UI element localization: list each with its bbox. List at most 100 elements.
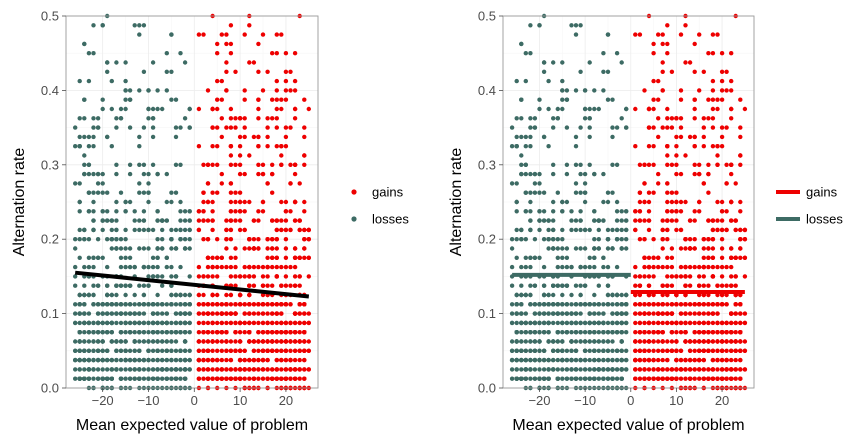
losses-point (169, 69, 174, 75)
losses-point (592, 339, 597, 344)
losses-point (77, 302, 82, 307)
gains-point (729, 348, 734, 353)
gains-point (219, 320, 224, 326)
losses-point (155, 171, 160, 177)
losses-point (164, 302, 169, 307)
gains-point (224, 357, 229, 363)
gains-point (251, 357, 257, 363)
gains-point (251, 60, 257, 65)
losses-point (86, 376, 92, 381)
losses-point (187, 330, 192, 335)
losses-point (532, 283, 538, 288)
gains-point (205, 376, 211, 381)
gains-point (215, 41, 220, 47)
gains-point (297, 274, 302, 279)
losses-point (169, 320, 174, 326)
losses-point (86, 357, 92, 363)
losses-point (514, 199, 519, 205)
gains-point (274, 339, 279, 344)
losses-point (169, 348, 174, 353)
gains-point (279, 330, 284, 335)
losses-point (132, 292, 137, 298)
losses-point (86, 209, 92, 214)
gains-point (742, 106, 748, 112)
losses-point (77, 227, 82, 233)
losses-point (173, 357, 179, 363)
losses-point (555, 357, 560, 363)
gains-point (651, 339, 656, 344)
losses-point (582, 264, 588, 270)
gains-point (242, 376, 247, 381)
losses-point (624, 367, 629, 372)
losses-point (91, 320, 96, 326)
losses-point (537, 320, 542, 326)
gains-point (637, 367, 643, 372)
gains-point (719, 367, 725, 372)
gains-point (256, 320, 261, 326)
losses-point (146, 283, 151, 288)
gains-point (665, 23, 670, 28)
gains-point (283, 255, 289, 260)
gains-point (306, 348, 311, 353)
gains-point (302, 255, 307, 260)
gains-point (656, 357, 661, 363)
gains-point (233, 274, 238, 279)
losses-point (178, 302, 183, 307)
losses-point (132, 23, 137, 28)
losses-point (592, 171, 597, 177)
gains-point (637, 218, 643, 223)
losses-point (182, 357, 188, 363)
losses-point (532, 237, 538, 242)
losses-point (109, 144, 115, 149)
gains-point (196, 357, 202, 363)
gains-point (302, 162, 307, 167)
losses-point (532, 302, 538, 307)
losses-point (114, 302, 119, 307)
losses-point (619, 246, 624, 251)
losses-point (109, 78, 115, 84)
gains-point (256, 162, 261, 167)
gains-point (251, 264, 257, 270)
losses-point (100, 181, 105, 186)
losses-point (86, 311, 92, 316)
gains-point (738, 339, 743, 344)
gains-point (224, 311, 229, 316)
gains-point (265, 357, 270, 363)
losses-point (509, 339, 515, 344)
gains-point (233, 283, 238, 288)
gains-point (228, 23, 234, 28)
gains-point (674, 376, 679, 381)
losses-point (160, 330, 165, 335)
gains-point (724, 209, 729, 214)
losses-point (123, 292, 128, 298)
losses-point (555, 330, 560, 335)
gains-point (292, 264, 298, 270)
gains-point (247, 153, 252, 158)
gains-point (256, 171, 261, 177)
gains-point (710, 274, 716, 279)
gains-point (674, 153, 679, 158)
gains-point (274, 106, 279, 112)
gains-point (656, 32, 661, 37)
gains-point (274, 357, 279, 363)
losses-point (528, 190, 533, 195)
losses-point (164, 88, 169, 93)
gains-point (724, 376, 729, 381)
losses-point (578, 264, 583, 270)
losses-point (605, 357, 611, 363)
losses-point (86, 320, 92, 326)
gains-point (697, 357, 702, 363)
losses-point (541, 60, 547, 65)
losses-point (605, 330, 611, 335)
gains-point (646, 125, 652, 130)
losses-point (587, 255, 592, 260)
gains-point (201, 162, 206, 167)
gains-point (228, 162, 234, 167)
legend-label-gains: gains (806, 185, 838, 200)
gains-point (665, 357, 670, 363)
losses-point (537, 209, 542, 214)
gains-point (715, 199, 720, 205)
gains-point (710, 357, 716, 363)
losses-point (592, 106, 597, 112)
